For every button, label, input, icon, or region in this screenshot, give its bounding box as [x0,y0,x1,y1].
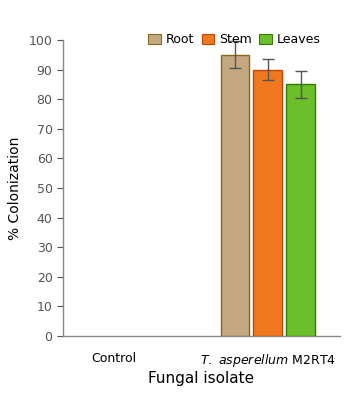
Bar [286,84,315,336]
Bar [221,55,250,336]
Y-axis label: % Colonization: % Colonization [8,136,22,240]
Text: Control: Control [92,352,137,365]
Bar [253,70,282,336]
Legend: Root, Stem, Leaves: Root, Stem, Leaves [143,28,326,52]
X-axis label: Fungal isolate: Fungal isolate [148,372,254,386]
Text: $\it{T.\ asperellum}$ M2RT4: $\it{T.\ asperellum}$ M2RT4 [200,352,336,369]
